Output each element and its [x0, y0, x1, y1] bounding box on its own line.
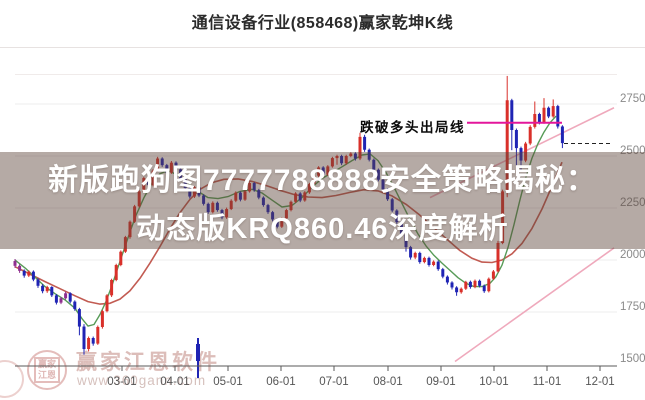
chart-title: 通信设备行业(858468)赢家乾坤K线 [191, 15, 454, 32]
watermark-brand: 赢家江恩软件 [76, 351, 220, 374]
plot-top-border [15, 74, 617, 75]
overlay-text-line2: 动态版KRQ860.46深度解析 [136, 212, 509, 245]
seal-stamp-icon: 赢家 江恩 [27, 350, 67, 390]
x-axis-label: 10-01 [479, 376, 508, 388]
watermark-url: www.360gann.com [77, 373, 207, 388]
y-axis-label: 2500 [620, 145, 645, 157]
x-axis-label: 03-01 [107, 376, 136, 388]
y-axis-label: 2000 [620, 249, 645, 261]
x-axis-label: 05-01 [213, 376, 242, 388]
x-axis-label: 11-01 [533, 376, 562, 388]
overlay-text-line1: 新版跑狗图7777788888安全策略揭秘： [48, 163, 597, 197]
x-axis-label: 09-01 [426, 376, 455, 388]
x-axis-label: 04-01 [160, 376, 189, 388]
y-axis-label: 2750 [620, 93, 645, 105]
overlay-banner: 新版跑狗图7777788888安全策略揭秘： 动态版KRQ860.46深度解析 [0, 152, 645, 249]
y-axis-label: 2250 [620, 197, 645, 209]
title-separator [0, 47, 645, 48]
x-axis-label: 06-01 [266, 376, 295, 388]
annotation-breakdown-line-label: 跌破多头出局线 [360, 120, 465, 135]
x-axis-label: 07-01 [319, 376, 348, 388]
y-axis-label: 1500 [620, 353, 645, 365]
y-axis-label: 1750 [620, 301, 645, 313]
seal-text: 赢家 江恩 [34, 357, 60, 383]
x-axis-label: 08-01 [373, 376, 402, 388]
x-axis-label: 12-01 [585, 376, 614, 388]
